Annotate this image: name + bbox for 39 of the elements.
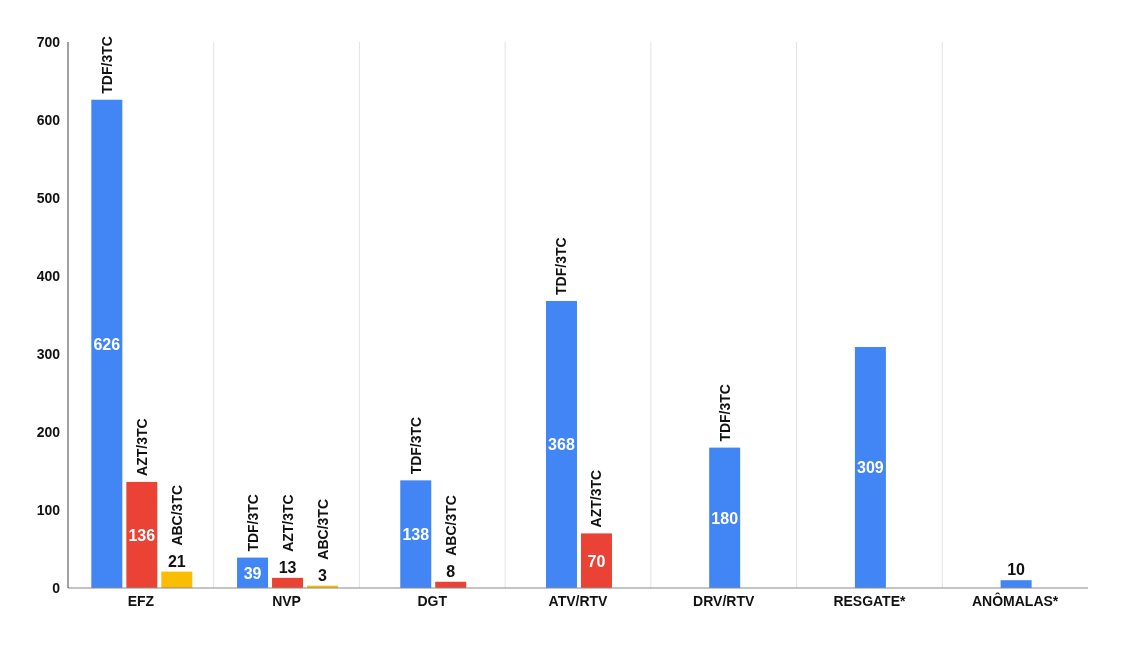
x-tick-label: EFZ (127, 592, 155, 609)
data-label: 626 (93, 335, 121, 353)
x-tick-label: ANÔMALAS* (971, 591, 1059, 609)
data-label: 13 (278, 558, 297, 576)
text: AZT/3TC (133, 418, 150, 476)
text: TDF/3TC (407, 416, 424, 475)
x-tick-label: DGT (417, 592, 448, 609)
data-label: 39 (243, 564, 262, 582)
y-tick-label: 200 (36, 423, 61, 440)
y-tick-label: 400 (36, 267, 61, 284)
text: TDF/3TC (553, 237, 570, 295)
data-label: 309 (857, 459, 884, 477)
y-tick-label: 300 (36, 345, 61, 362)
y-tick-label: 100 (36, 501, 61, 518)
data-label: 136 (128, 526, 156, 544)
text: AZT/3TC (279, 494, 296, 552)
y-tick-label: 0 (52, 579, 61, 596)
text: TDF/3TC (98, 36, 115, 94)
data-label: 180 (711, 509, 739, 527)
text: ABC/3TC (168, 484, 185, 546)
data-label: 10 (1007, 561, 1026, 579)
x-tick-label: NVP (272, 592, 301, 609)
text: ABC/3TC (442, 495, 459, 556)
x-tick-label: RESGATE* (833, 592, 907, 609)
text: ABC/3TC (314, 498, 331, 560)
text: TDF/3TC (716, 384, 733, 442)
x-tick-label: ATV/RTV (548, 592, 609, 609)
data-label: 138 (402, 526, 430, 544)
data-label: 70 (587, 552, 606, 570)
data-label: 368 (548, 436, 575, 454)
data-label: 8 (446, 562, 456, 580)
y-tick-label: 500 (36, 189, 61, 206)
x-tick-label: DRV/RTV (693, 592, 755, 609)
y-tick-label: 700 (36, 33, 61, 50)
text: AZT/3TC (588, 469, 605, 528)
data-label: 3 (318, 566, 328, 584)
text: TDF/3TC (244, 494, 261, 552)
data-label: 21 (167, 552, 186, 570)
y-tick-label: 600 (36, 111, 61, 128)
